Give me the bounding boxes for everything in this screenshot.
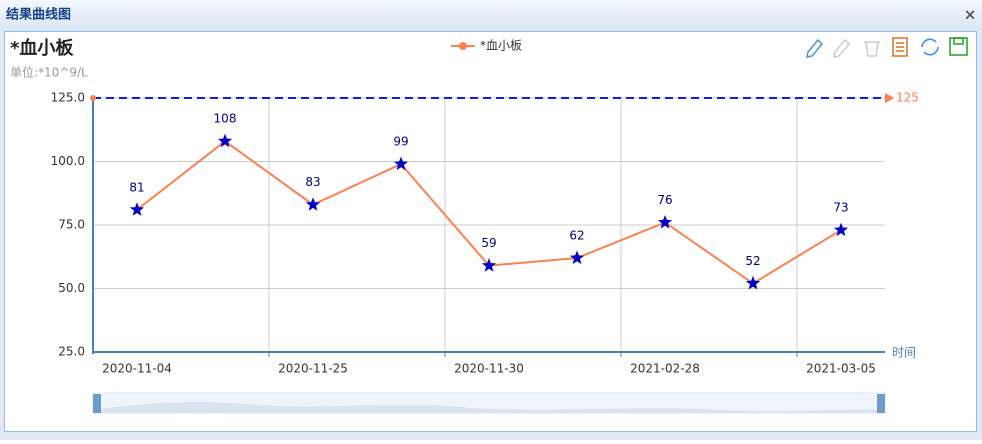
tool-mark-clear[interactable] [864,41,880,57]
tool-save-inner [953,37,964,45]
data-label: 81 [129,180,144,194]
x-tick-label: 2020-11-04 [102,362,172,376]
tool-data-view[interactable] [892,37,908,57]
data-label: 83 [305,175,320,189]
data-label: 76 [657,193,672,207]
data-point [129,202,145,216]
chart-subtitle: 单位:*10^9/L [10,65,88,80]
tool-restore[interactable] [921,38,939,56]
x-tick-label: 2020-11-30 [454,362,524,376]
data-point [569,250,585,265]
data-label: 99 [393,135,408,149]
data-label: 59 [481,236,496,250]
zoom-handle-left[interactable] [93,394,101,413]
y-tick-label: 125.0 [51,91,85,105]
data-label: 52 [745,254,760,268]
tool-mark[interactable] [806,38,824,58]
zoom-handle-right[interactable] [877,394,885,413]
data-label: 62 [569,229,584,243]
data-point [745,275,761,290]
y-tick-label: 50.0 [58,281,85,295]
data-point [393,156,409,171]
legend-dot [459,42,467,50]
window-title: 结果曲线图 [6,7,71,23]
mark-line-start [90,95,96,101]
x-axis-label: 时间 [892,346,916,360]
tool-data-view-lines [896,42,904,52]
zoom-shadow [93,402,885,413]
data-point [305,197,321,211]
chart-title: *血小板 [10,37,74,59]
legend-label: *血小板 [480,39,522,53]
toolbox [806,37,968,58]
y-tick-label: 25.0 [58,345,85,359]
y-tick-label: 100.0 [51,154,85,168]
tool-mark-undo[interactable] [833,38,851,58]
title-bar [0,0,982,30]
mark-line-arrow [885,93,894,103]
x-tick-label: 2020-11-25 [278,362,348,376]
data-point [217,133,233,148]
data-label: 73 [833,201,848,215]
data-point [833,222,849,237]
x-tick-label: 2021-02-28 [630,362,700,376]
data-point [481,258,497,272]
data-label: 108 [214,112,237,126]
data-point [657,215,673,229]
y-tick-label: 75.0 [58,218,85,232]
data-zoom [92,392,886,414]
mark-line-label: 125 [896,91,919,105]
x-tick-label: 2021-03-05 [806,362,876,376]
close-button[interactable]: × [964,6,977,24]
